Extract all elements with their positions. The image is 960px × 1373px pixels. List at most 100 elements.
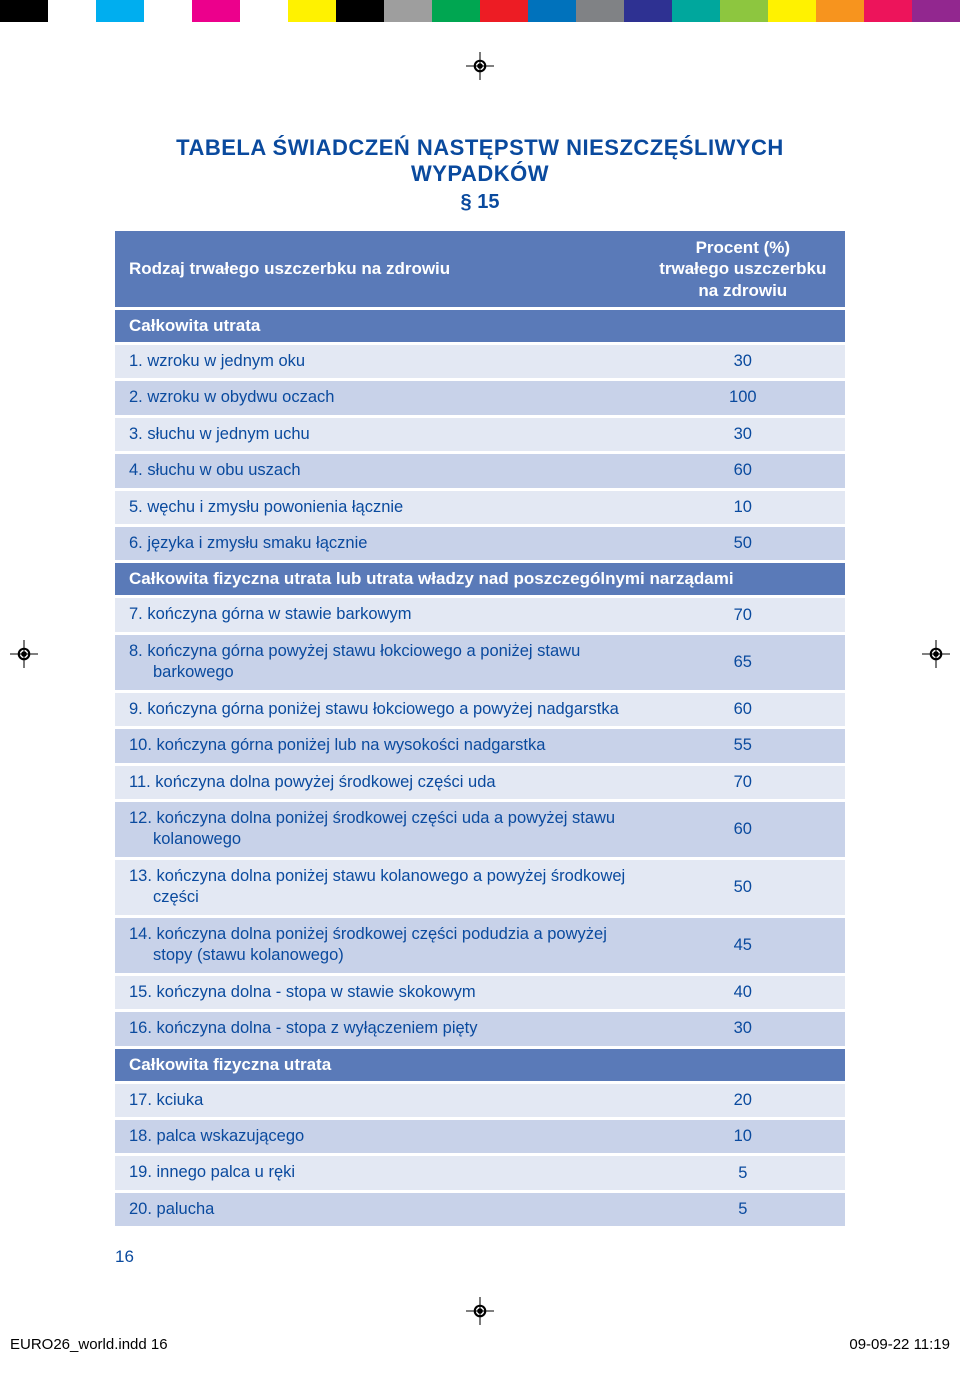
table-row: 6. języka i zmysłu smaku łącznie50 — [115, 527, 845, 560]
color-swatch — [0, 0, 48, 22]
subheader-label: Całkowita utrata — [115, 310, 845, 342]
color-swatch — [624, 0, 672, 22]
row-label: 10. kończyna górna poniżej lub na wysoko… — [115, 729, 641, 762]
print-color-strip — [0, 0, 960, 22]
color-swatch — [768, 0, 816, 22]
table-row: 15. kończyna dolna - stopa w stawie skok… — [115, 976, 845, 1009]
row-label-l1: 12. kończyna dolna poniżej środkowej czę… — [129, 809, 615, 827]
table-row: 12. kończyna dolna poniżej środkowej czę… — [115, 802, 845, 857]
color-swatch — [384, 0, 432, 22]
registration-icon — [466, 52, 494, 85]
row-value: 30 — [641, 418, 845, 451]
color-swatch — [432, 0, 480, 22]
row-label-l1: 13. kończyna dolna poniżej stawu kolanow… — [129, 867, 625, 885]
row-value: 65 — [641, 635, 845, 690]
registration-mark-top — [0, 22, 960, 95]
registration-mark-left — [10, 640, 38, 673]
row-value: 45 — [641, 918, 845, 973]
row-label: 9. kończyna górna poniżej stawu łokciowe… — [115, 693, 641, 726]
row-label: 19. innego palca u ręki — [115, 1156, 641, 1189]
color-swatch — [240, 0, 288, 22]
row-label: 5. węchu i zmysłu powonienia łącznie — [115, 491, 641, 524]
color-swatch — [336, 0, 384, 22]
color-swatch — [144, 0, 192, 22]
color-swatch — [480, 0, 528, 22]
row-value: 55 — [641, 729, 845, 762]
row-label: 3. słuchu w jednym uchu — [115, 418, 641, 451]
row-label-l2: części — [129, 887, 627, 908]
footer-filename: EURO26_world.indd 16 — [10, 1336, 168, 1353]
row-label-l1: 14. kończyna dolna poniżej środkowej czę… — [129, 925, 607, 943]
row-value: 5 — [641, 1156, 845, 1189]
subheader-row: Całkowita utrata — [115, 310, 845, 342]
row-label: 8. kończyna górna powyżej stawu łokciowe… — [115, 635, 641, 690]
row-label: 4. słuchu w obu uszach — [115, 454, 641, 487]
registration-icon — [10, 640, 38, 673]
table-row: 10. kończyna górna poniżej lub na wysoko… — [115, 729, 845, 762]
table-row: 17. kciuka20 — [115, 1084, 845, 1117]
table-row: 11. kończyna dolna powyżej środkowej czę… — [115, 766, 845, 799]
color-swatch — [192, 0, 240, 22]
header-col-value-l1: Procent (%) — [696, 238, 790, 257]
subheader-row: Całkowita fizyczna utrata lub utrata wła… — [115, 563, 845, 595]
color-swatch — [864, 0, 912, 22]
color-swatch — [672, 0, 720, 22]
table-row: 14. kończyna dolna poniżej środkowej czę… — [115, 918, 845, 973]
row-value: 30 — [641, 1012, 845, 1045]
color-swatch — [48, 0, 96, 22]
row-value: 70 — [641, 766, 845, 799]
row-value: 60 — [641, 802, 845, 857]
footer-timestamp: 09-09-22 11:19 — [849, 1336, 950, 1353]
page-content: TABELA ŚWIADCZEŃ NASTĘPSTW NIESZCZĘŚLIWY… — [115, 135, 845, 1267]
table-row: 2. wzroku w obydwu oczach100 — [115, 381, 845, 414]
table-row: 1. wzroku w jednym oku30 — [115, 345, 845, 378]
header-col-label: Rodzaj trwałego uszczerbku na zdrowiu — [115, 231, 641, 307]
table-row: 9. kończyna górna poniżej stawu łokciowe… — [115, 693, 845, 726]
row-value: 40 — [641, 976, 845, 1009]
row-label: 13. kończyna dolna poniżej stawu kolanow… — [115, 860, 641, 915]
registration-icon — [922, 640, 950, 673]
registration-mark-bottom — [0, 1267, 960, 1336]
table-row: 18. palca wskazującego10 — [115, 1120, 845, 1153]
color-swatch — [288, 0, 336, 22]
row-label: 12. kończyna dolna poniżej środkowej czę… — [115, 802, 641, 857]
row-label: 18. palca wskazującego — [115, 1120, 641, 1153]
table-row: 20. palucha5 — [115, 1193, 845, 1226]
color-swatch — [96, 0, 144, 22]
row-value: 50 — [641, 527, 845, 560]
table-header-row: Rodzaj trwałego uszczerbku na zdrowiu Pr… — [115, 231, 845, 307]
table-row: 8. kończyna górna powyżej stawu łokciowe… — [115, 635, 845, 690]
row-value: 10 — [641, 1120, 845, 1153]
print-footer: EURO26_world.indd 16 09-09-22 11:19 — [0, 1336, 960, 1361]
document-title: TABELA ŚWIADCZEŃ NASTĘPSTW NIESZCZĘŚLIWY… — [115, 135, 845, 187]
header-col-value-l2: trwałego uszczerbku — [659, 259, 826, 278]
row-value: 10 — [641, 491, 845, 524]
row-label: 1. wzroku w jednym oku — [115, 345, 641, 378]
benefits-table: Rodzaj trwałego uszczerbku na zdrowiu Pr… — [115, 228, 845, 1229]
registration-icon — [466, 1297, 494, 1330]
row-label-l2: barkowego — [129, 662, 627, 683]
subheader-label: Całkowita fizyczna utrata lub utrata wła… — [115, 563, 845, 595]
header-col-value: Procent (%) trwałego uszczerbku na zdrow… — [641, 231, 845, 307]
color-swatch — [528, 0, 576, 22]
table-row: 4. słuchu w obu uszach60 — [115, 454, 845, 487]
table-row: 19. innego palca u ręki5 — [115, 1156, 845, 1189]
registration-mark-right — [922, 640, 950, 673]
color-swatch — [816, 0, 864, 22]
row-label: 6. języka i zmysłu smaku łącznie — [115, 527, 641, 560]
color-swatch — [720, 0, 768, 22]
row-value: 60 — [641, 454, 845, 487]
row-label: 16. kończyna dolna - stopa z wyłączeniem… — [115, 1012, 641, 1045]
row-value: 5 — [641, 1193, 845, 1226]
row-label-l1: 8. kończyna górna powyżej stawu łokciowe… — [129, 642, 580, 660]
row-label: 7. kończyna górna w stawie barkowym — [115, 598, 641, 631]
table-row: 13. kończyna dolna poniżej stawu kolanow… — [115, 860, 845, 915]
row-label-l2: kolanowego — [129, 829, 627, 850]
row-value: 50 — [641, 860, 845, 915]
row-value: 60 — [641, 693, 845, 726]
row-label: 17. kciuka — [115, 1084, 641, 1117]
header-col-value-l3: na zdrowiu — [698, 281, 787, 300]
section-number: § 15 — [115, 191, 845, 214]
row-label: 20. palucha — [115, 1193, 641, 1226]
table-row: 7. kończyna górna w stawie barkowym70 — [115, 598, 845, 631]
